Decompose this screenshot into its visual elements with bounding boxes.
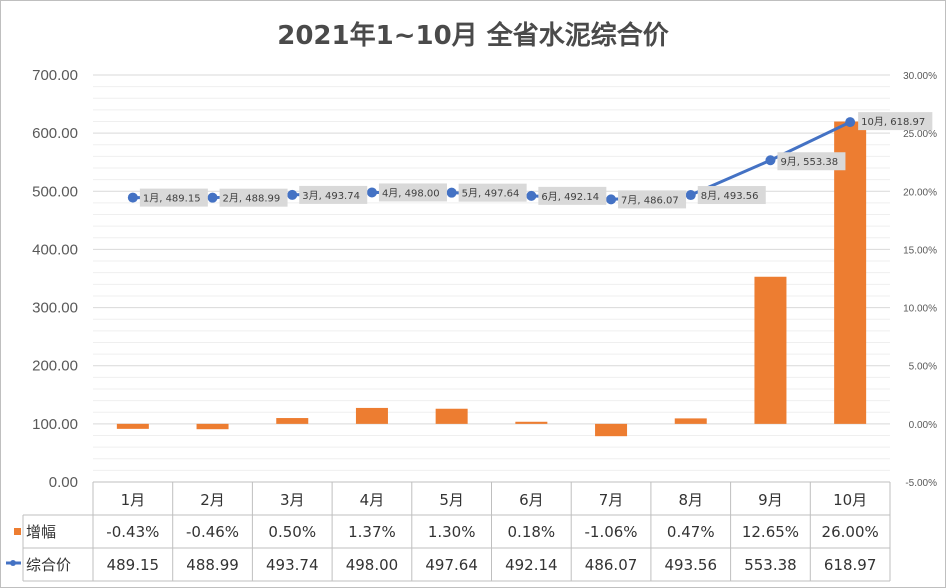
table-cell: 489.15 bbox=[107, 556, 160, 574]
bar bbox=[116, 423, 149, 429]
table-cell: 618.97 bbox=[824, 556, 877, 574]
right-axis-tick-label: 5.00% bbox=[909, 362, 937, 373]
left-axis: 0.00 100.00 200.00 300.00 400.00 500.00 600.00… bbox=[32, 67, 78, 491]
category-label: 2月 bbox=[200, 491, 225, 509]
category-label: 3月 bbox=[280, 491, 305, 509]
table-row-header: 增幅 bbox=[26, 523, 56, 541]
category-label: 9月 bbox=[758, 491, 783, 509]
left-axis-tick-label: 400.00 bbox=[32, 241, 78, 258]
line-point bbox=[287, 189, 298, 200]
right-axis-tick-label: 20.00% bbox=[903, 187, 937, 198]
data-label: 2月, 488.99 bbox=[223, 193, 281, 205]
bar-series bbox=[116, 121, 867, 437]
table-cell: 493.74 bbox=[266, 556, 319, 574]
category-label: 4月 bbox=[360, 491, 385, 509]
legend-key-bar bbox=[14, 528, 21, 535]
data-label: 3月, 493.74 bbox=[302, 190, 360, 202]
data-label-box bbox=[139, 188, 208, 207]
table-cell: 1.37% bbox=[348, 523, 396, 541]
data-labels: 1月, 489.15 2月, 488.99 3月, 493.74 4月, 498.00… bbox=[139, 112, 933, 209]
table-row-header: 综合价 bbox=[26, 556, 71, 574]
right-axis-tick-label: 25.00% bbox=[903, 129, 937, 140]
data-label-box bbox=[777, 152, 846, 171]
data-label-box bbox=[858, 112, 933, 131]
left-axis-tick-label: 700.00 bbox=[32, 67, 78, 84]
line-point bbox=[366, 187, 377, 198]
left-axis-tick-label: 200.00 bbox=[32, 358, 78, 375]
data-label: 7月, 486.07 bbox=[621, 194, 679, 206]
table-cell: 26.00% bbox=[822, 523, 879, 541]
category-label: 6月 bbox=[519, 491, 544, 509]
category-label: 1月 bbox=[121, 491, 146, 509]
table-cell: 493.56 bbox=[665, 556, 718, 574]
table-cell: 492.14 bbox=[505, 556, 558, 574]
right-axis: -5.00% 0.00% 5.00% 10.00% 15.00% 20.00% 25.00%… bbox=[903, 71, 937, 489]
data-label: 6月, 492.14 bbox=[541, 191, 599, 203]
bar bbox=[834, 121, 867, 424]
line-point bbox=[845, 117, 856, 128]
category-label: 5月 bbox=[439, 491, 464, 509]
table-cell: -0.43% bbox=[106, 523, 159, 541]
data-label: 10月, 618.97 bbox=[861, 116, 925, 128]
left-axis-tick-label: 100.00 bbox=[32, 416, 78, 433]
data-label: 8月, 493.56 bbox=[701, 190, 759, 202]
table-cell: 0.47% bbox=[667, 523, 715, 541]
right-axis-tick-label: 30.00% bbox=[903, 71, 937, 82]
bar bbox=[196, 423, 229, 430]
category-label: 7月 bbox=[599, 491, 624, 509]
line-point bbox=[446, 187, 457, 198]
line-point bbox=[207, 192, 218, 203]
bar bbox=[435, 408, 468, 424]
legend-key-marker bbox=[10, 560, 16, 566]
category-label: 10月 bbox=[833, 491, 867, 509]
line-point bbox=[606, 194, 617, 205]
bar bbox=[674, 418, 707, 424]
line-point bbox=[526, 190, 537, 201]
data-label-box bbox=[299, 185, 368, 204]
chart-title: 2021年1~10月 全省水泥综合价 bbox=[277, 20, 669, 51]
right-axis-tick-label: 15.00% bbox=[903, 245, 937, 256]
bar bbox=[754, 276, 787, 424]
table-cell: 553.38 bbox=[744, 556, 797, 574]
data-label-box bbox=[219, 188, 288, 207]
data-label-box bbox=[458, 183, 527, 202]
table-cell: -0.46% bbox=[186, 523, 239, 541]
table-cell: 12.65% bbox=[742, 523, 799, 541]
data-label: 5月, 497.64 bbox=[462, 188, 520, 200]
left-axis-tick-label: 500.00 bbox=[32, 183, 78, 200]
bar bbox=[515, 421, 548, 424]
data-label: 4月, 498.00 bbox=[382, 187, 440, 199]
line-point bbox=[127, 192, 138, 203]
line-point bbox=[685, 190, 696, 201]
left-axis-tick-label: 300.00 bbox=[32, 300, 78, 317]
table-cell: 488.99 bbox=[186, 556, 239, 574]
data-label-box bbox=[378, 183, 447, 202]
data-label-box bbox=[618, 190, 687, 209]
data-label: 1月, 489.15 bbox=[143, 193, 201, 205]
right-axis-tick-label: 10.00% bbox=[903, 304, 937, 315]
category-label: 8月 bbox=[678, 491, 703, 509]
table-cell: 497.64 bbox=[425, 556, 478, 574]
bar bbox=[276, 418, 309, 424]
bar bbox=[355, 407, 388, 424]
table-cell: 1.30% bbox=[428, 523, 476, 541]
data-label-box bbox=[697, 186, 766, 205]
table-cell: 0.18% bbox=[508, 523, 556, 541]
left-axis-tick-label: 0.00 bbox=[49, 474, 78, 491]
data-label-box bbox=[538, 186, 607, 205]
right-axis-tick-label: 0.00% bbox=[909, 420, 937, 431]
table-cell: 486.07 bbox=[585, 556, 638, 574]
left-axis-tick-label: 600.00 bbox=[32, 125, 78, 142]
line-point bbox=[765, 155, 776, 166]
data-label: 9月, 553.38 bbox=[780, 156, 838, 168]
right-axis-tick-label: -5.00% bbox=[905, 478, 937, 489]
bar bbox=[595, 423, 628, 437]
table-cell: 498.00 bbox=[346, 556, 399, 574]
table-cell: -1.06% bbox=[585, 523, 638, 541]
table-cell: 0.50% bbox=[268, 523, 316, 541]
